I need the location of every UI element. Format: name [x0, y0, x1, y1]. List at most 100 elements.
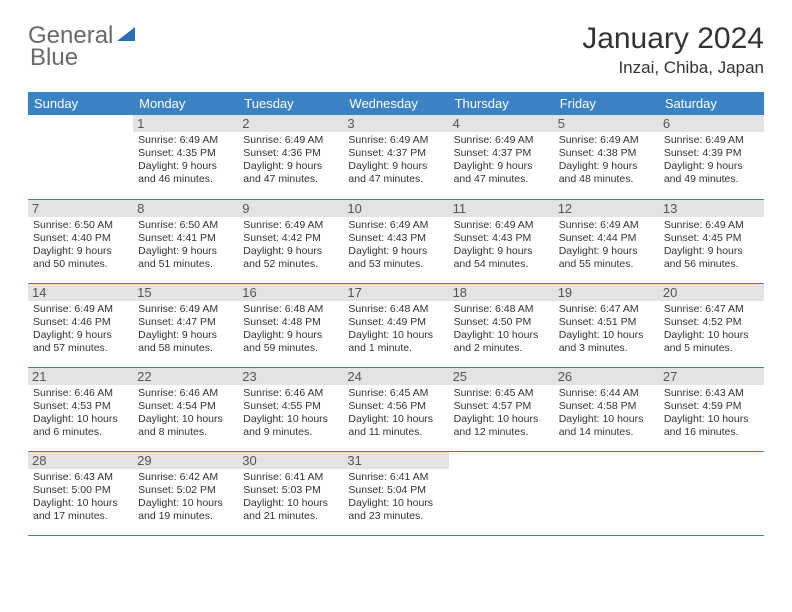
day-info: Sunrise: 6:49 AMSunset: 4:43 PMDaylight:…: [348, 219, 443, 272]
day-info-line: Sunset: 4:49 PM: [348, 316, 443, 329]
calendar-cell: 30Sunrise: 6:41 AMSunset: 5:03 PMDayligh…: [238, 451, 343, 535]
day-info-line: Sunrise: 6:49 AM: [454, 134, 549, 147]
day-info-line: and 19 minutes.: [138, 510, 233, 523]
calendar-cell: 9Sunrise: 6:49 AMSunset: 4:42 PMDaylight…: [238, 199, 343, 283]
day-info-line: Sunset: 4:47 PM: [138, 316, 233, 329]
day-info-line: Sunset: 4:37 PM: [348, 147, 443, 160]
day-info-line: Sunrise: 6:42 AM: [138, 471, 233, 484]
day-info: Sunrise: 6:49 AMSunset: 4:39 PMDaylight:…: [664, 134, 759, 187]
day-info-line: and 16 minutes.: [664, 426, 759, 439]
day-number: 5: [554, 115, 659, 132]
calendar-cell: 17 Sunrise: 6:48 AMSunset: 4:49 PMDayligh…: [343, 283, 448, 367]
day-info-line: Sunset: 4:44 PM: [559, 232, 654, 245]
day-info: Sunrise: 6:49 AMSunset: 4:35 PMDaylight:…: [138, 134, 233, 187]
logo-text-b-wrap: Blue: [30, 44, 78, 72]
calendar-cell: 25Sunrise: 6:45 AMSunset: 4:57 PMDayligh…: [449, 367, 554, 451]
day-info-line: and 21 minutes.: [243, 510, 338, 523]
day-info-line: Sunrise: 6:48 AM: [348, 303, 443, 316]
day-info-line: Daylight: 10 hours: [559, 329, 654, 342]
day-info-line: Sunset: 4:46 PM: [33, 316, 128, 329]
day-info-line: Daylight: 9 hours: [138, 245, 233, 258]
day-info-line: Sunrise: 6:48 AM: [454, 303, 549, 316]
day-info-line: Daylight: 9 hours: [243, 160, 338, 173]
day-info-line: Daylight: 9 hours: [348, 160, 443, 173]
day-info-line: and 49 minutes.: [664, 173, 759, 186]
day-info: Sunrise: 6:46 AMSunset: 4:54 PMDaylight:…: [138, 387, 233, 440]
day-info-line: Sunset: 4:50 PM: [454, 316, 549, 329]
day-number: 23: [238, 368, 343, 385]
day-info-line: and 5 minutes.: [664, 342, 759, 355]
day-info-line: Sunrise: 6:45 AM: [348, 387, 443, 400]
day-info: Sunrise: 6:43 AMSunset: 5:00 PMDaylight:…: [33, 471, 128, 524]
day-info-line: Sunset: 4:55 PM: [243, 400, 338, 413]
calendar-cell: 16Sunrise: 6:48 AMSunset: 4:48 PMDayligh…: [238, 283, 343, 367]
day-info-line: Sunset: 4:40 PM: [33, 232, 128, 245]
day-info-line: and 54 minutes.: [454, 258, 549, 271]
day-info-line: Daylight: 9 hours: [559, 160, 654, 173]
day-info-line: Daylight: 9 hours: [243, 329, 338, 342]
day-number: 20: [659, 284, 764, 301]
month-title: January 2024: [582, 22, 764, 56]
day-number: 7: [28, 200, 133, 217]
calendar-table: SundayMondayTuesdayWednesdayThursdayFrid…: [28, 92, 764, 536]
day-info-line: Sunset: 5:03 PM: [243, 484, 338, 497]
calendar-cell: [28, 115, 133, 199]
day-info-line: Daylight: 10 hours: [664, 329, 759, 342]
day-info-line: and 1 minute.: [348, 342, 443, 355]
day-number: 21: [28, 368, 133, 385]
day-info-line: and 50 minutes.: [33, 258, 128, 271]
day-info-line: Daylight: 9 hours: [33, 245, 128, 258]
day-info: Sunrise: 6:49 AMSunset: 4:37 PMDaylight:…: [348, 134, 443, 187]
triangle-icon: [115, 23, 137, 50]
day-number: 28: [28, 452, 133, 469]
calendar-row: 1Sunrise: 6:49 AMSunset: 4:35 PMDaylight…: [28, 115, 764, 199]
day-info: Sunrise: 6:48 AMSunset: 4:49 PMDaylight:…: [348, 303, 443, 356]
day-info-line: Sunrise: 6:46 AM: [33, 387, 128, 400]
calendar-cell: 10 Sunrise: 6:49 AMSunset: 4:43 PMDayligh…: [343, 199, 448, 283]
day-info-line: Sunset: 4:39 PM: [664, 147, 759, 160]
day-info-line: Sunset: 4:53 PM: [33, 400, 128, 413]
day-info-line: Sunset: 5:04 PM: [348, 484, 443, 497]
day-info-line: Sunrise: 6:46 AM: [138, 387, 233, 400]
day-info-line: Daylight: 10 hours: [348, 329, 443, 342]
day-info: Sunrise: 6:49 AMSunset: 4:45 PMDaylight:…: [664, 219, 759, 272]
day-info-line: Sunrise: 6:41 AM: [243, 471, 338, 484]
day-info-line: Sunset: 4:58 PM: [559, 400, 654, 413]
day-number: 10: [343, 200, 448, 217]
logo-text-b: Blue: [30, 44, 78, 71]
day-number: 27: [659, 368, 764, 385]
day-info-line: Sunset: 4:43 PM: [348, 232, 443, 245]
day-info-line: Daylight: 9 hours: [454, 245, 549, 258]
day-info-line: Daylight: 10 hours: [348, 497, 443, 510]
calendar-cell: 27Sunrise: 6:43 AMSunset: 4:59 PMDayligh…: [659, 367, 764, 451]
day-info-line: Daylight: 10 hours: [243, 497, 338, 510]
day-info-line: and 3 minutes.: [559, 342, 654, 355]
day-info-line: Daylight: 9 hours: [559, 245, 654, 258]
day-info-line: Sunset: 4:57 PM: [454, 400, 549, 413]
day-info-line: Sunrise: 6:49 AM: [33, 303, 128, 316]
day-info-line: Sunset: 5:00 PM: [33, 484, 128, 497]
day-header: Sunday: [28, 92, 133, 115]
day-info-line: Daylight: 9 hours: [138, 329, 233, 342]
day-info-line: and 47 minutes.: [454, 173, 549, 186]
day-info-line: Sunset: 4:51 PM: [559, 316, 654, 329]
day-number: 17: [343, 284, 448, 301]
day-info-line: and 48 minutes.: [559, 173, 654, 186]
day-info-line: Sunrise: 6:49 AM: [348, 219, 443, 232]
day-info-line: Sunset: 4:36 PM: [243, 147, 338, 160]
day-info-line: Sunset: 4:43 PM: [454, 232, 549, 245]
day-info: Sunrise: 6:42 AMSunset: 5:02 PMDaylight:…: [138, 471, 233, 524]
calendar-body: 1Sunrise: 6:49 AMSunset: 4:35 PMDaylight…: [28, 115, 764, 535]
calendar-cell: 19Sunrise: 6:47 AMSunset: 4:51 PMDayligh…: [554, 283, 659, 367]
calendar-cell: 12Sunrise: 6:49 AMSunset: 4:44 PMDayligh…: [554, 199, 659, 283]
title-block: January 2024 Inzai, Chiba, Japan: [582, 22, 764, 78]
day-info: Sunrise: 6:49 AMSunset: 4:42 PMDaylight:…: [243, 219, 338, 272]
day-info-line: Daylight: 10 hours: [138, 497, 233, 510]
day-info-line: Sunrise: 6:49 AM: [454, 219, 549, 232]
day-info: Sunrise: 6:49 AMSunset: 4:47 PMDaylight:…: [138, 303, 233, 356]
day-info-line: Sunrise: 6:49 AM: [559, 219, 654, 232]
day-info-line: Sunrise: 6:49 AM: [138, 134, 233, 147]
day-header: Thursday: [449, 92, 554, 115]
day-header: Tuesday: [238, 92, 343, 115]
day-info-line: and 14 minutes.: [559, 426, 654, 439]
